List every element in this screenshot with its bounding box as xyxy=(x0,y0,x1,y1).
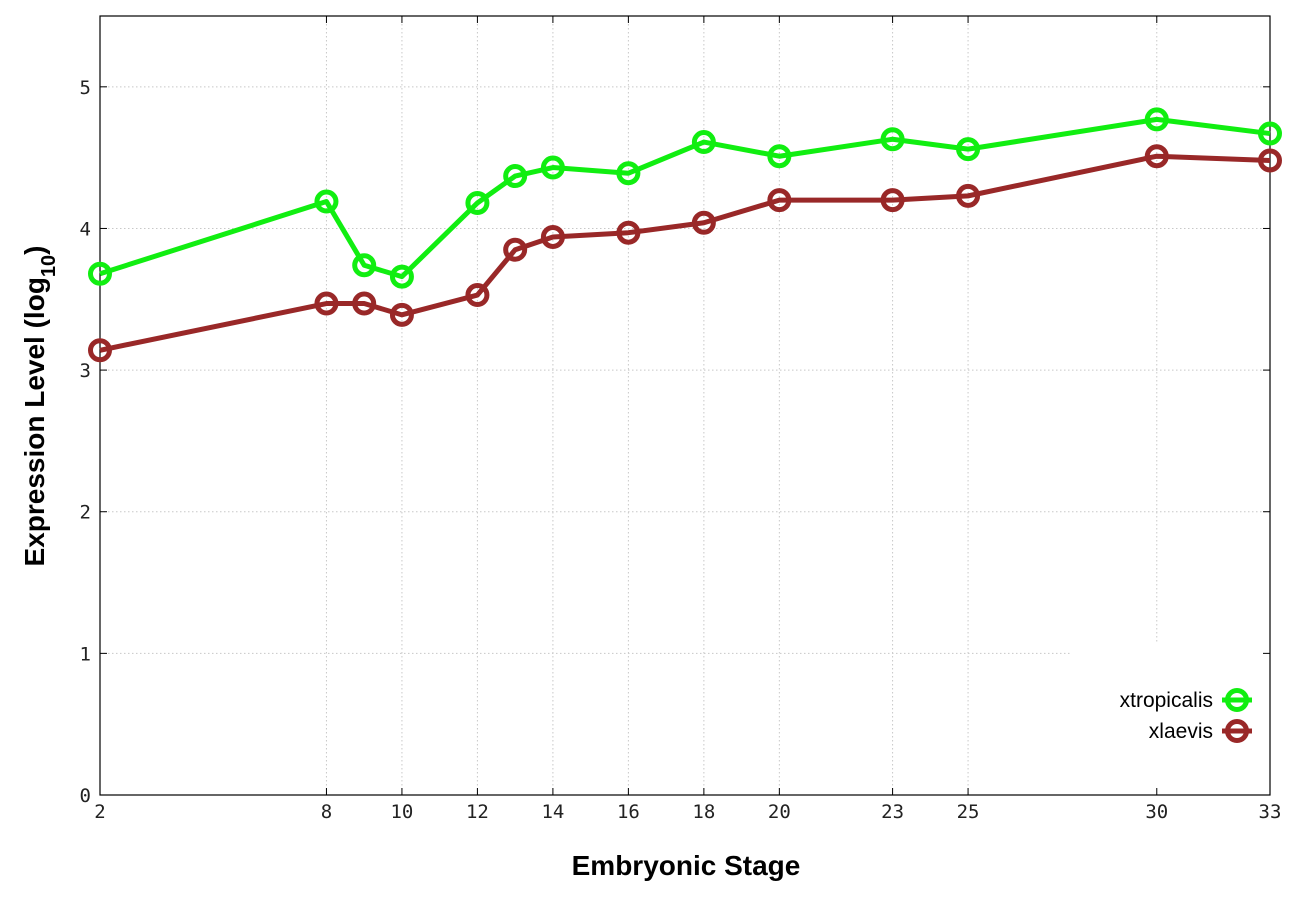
plot-frame xyxy=(99,15,1271,796)
series-xtropicalis xyxy=(88,107,1282,289)
data-point xyxy=(767,188,792,213)
data-point xyxy=(880,188,905,213)
data-point xyxy=(465,190,490,215)
x-tick-label: 30 xyxy=(1145,801,1168,823)
data-point xyxy=(616,161,641,186)
series-line xyxy=(99,116,1271,280)
data-point xyxy=(352,291,377,316)
data-point xyxy=(1258,121,1282,146)
legend-label: xlaevis xyxy=(1149,720,1213,743)
data-point xyxy=(956,183,981,208)
x-tick-label: 10 xyxy=(390,801,413,823)
series-line xyxy=(99,153,1271,353)
data-point xyxy=(1144,107,1169,132)
data-point xyxy=(88,338,112,363)
legend: xtropicalis xlaevis xyxy=(1120,688,1252,743)
data-point xyxy=(691,210,716,235)
y-tick-label: 1 xyxy=(80,643,91,665)
data-point xyxy=(880,127,905,152)
legend-marker-swatch xyxy=(1225,688,1249,712)
x-tick-label: 2 xyxy=(94,801,105,823)
y-tick-label: 0 xyxy=(80,785,91,807)
y-axis-title-subscript: 10 xyxy=(38,255,60,277)
data-point xyxy=(691,130,716,155)
data-point xyxy=(314,189,339,214)
data-point xyxy=(616,220,641,245)
x-tick-label: 14 xyxy=(541,801,564,823)
x-tick-label: 18 xyxy=(692,801,715,823)
x-tick-label: 20 xyxy=(768,801,791,823)
grid-lines xyxy=(100,16,1270,795)
x-tick-label: 23 xyxy=(881,801,904,823)
x-axis-title: Embryonic Stage xyxy=(572,850,801,881)
x-tick-label: 25 xyxy=(957,801,980,823)
data-point xyxy=(389,264,414,289)
data-point xyxy=(767,144,792,169)
y-axis-title-close: ) xyxy=(19,246,50,255)
x-tick-label: 16 xyxy=(617,801,640,823)
legend-entry: xlaevis xyxy=(1149,719,1252,743)
data-point xyxy=(540,155,565,180)
data-point xyxy=(956,137,981,162)
y-tick-label: 4 xyxy=(80,218,91,240)
y-axis-title-main: Expression Level (log xyxy=(19,277,50,566)
data-point xyxy=(1144,144,1169,169)
data-point xyxy=(503,164,528,189)
data-point xyxy=(503,237,528,262)
data-point xyxy=(389,302,414,327)
legend-entry: xtropicalis xyxy=(1120,688,1252,712)
series-xlaevis xyxy=(88,144,1282,363)
data-point xyxy=(1258,148,1282,173)
x-tick-label: 33 xyxy=(1259,801,1282,823)
data-point xyxy=(88,261,112,286)
y-tick-label: 5 xyxy=(80,77,91,99)
data-point xyxy=(465,283,490,308)
data-point xyxy=(540,224,565,249)
y-tick-label: 3 xyxy=(80,360,91,382)
data-point xyxy=(314,291,339,316)
y-axis-title: Expression Level (log10) xyxy=(19,246,60,567)
y-tick-label: 2 xyxy=(80,502,91,524)
data-point xyxy=(352,253,377,278)
x-tick-label: 12 xyxy=(466,801,489,823)
x-tick-label: 8 xyxy=(321,801,332,823)
series-lines xyxy=(88,107,1282,363)
legend-label: xtropicalis xyxy=(1120,689,1213,712)
legend-marker-swatch xyxy=(1225,719,1249,743)
